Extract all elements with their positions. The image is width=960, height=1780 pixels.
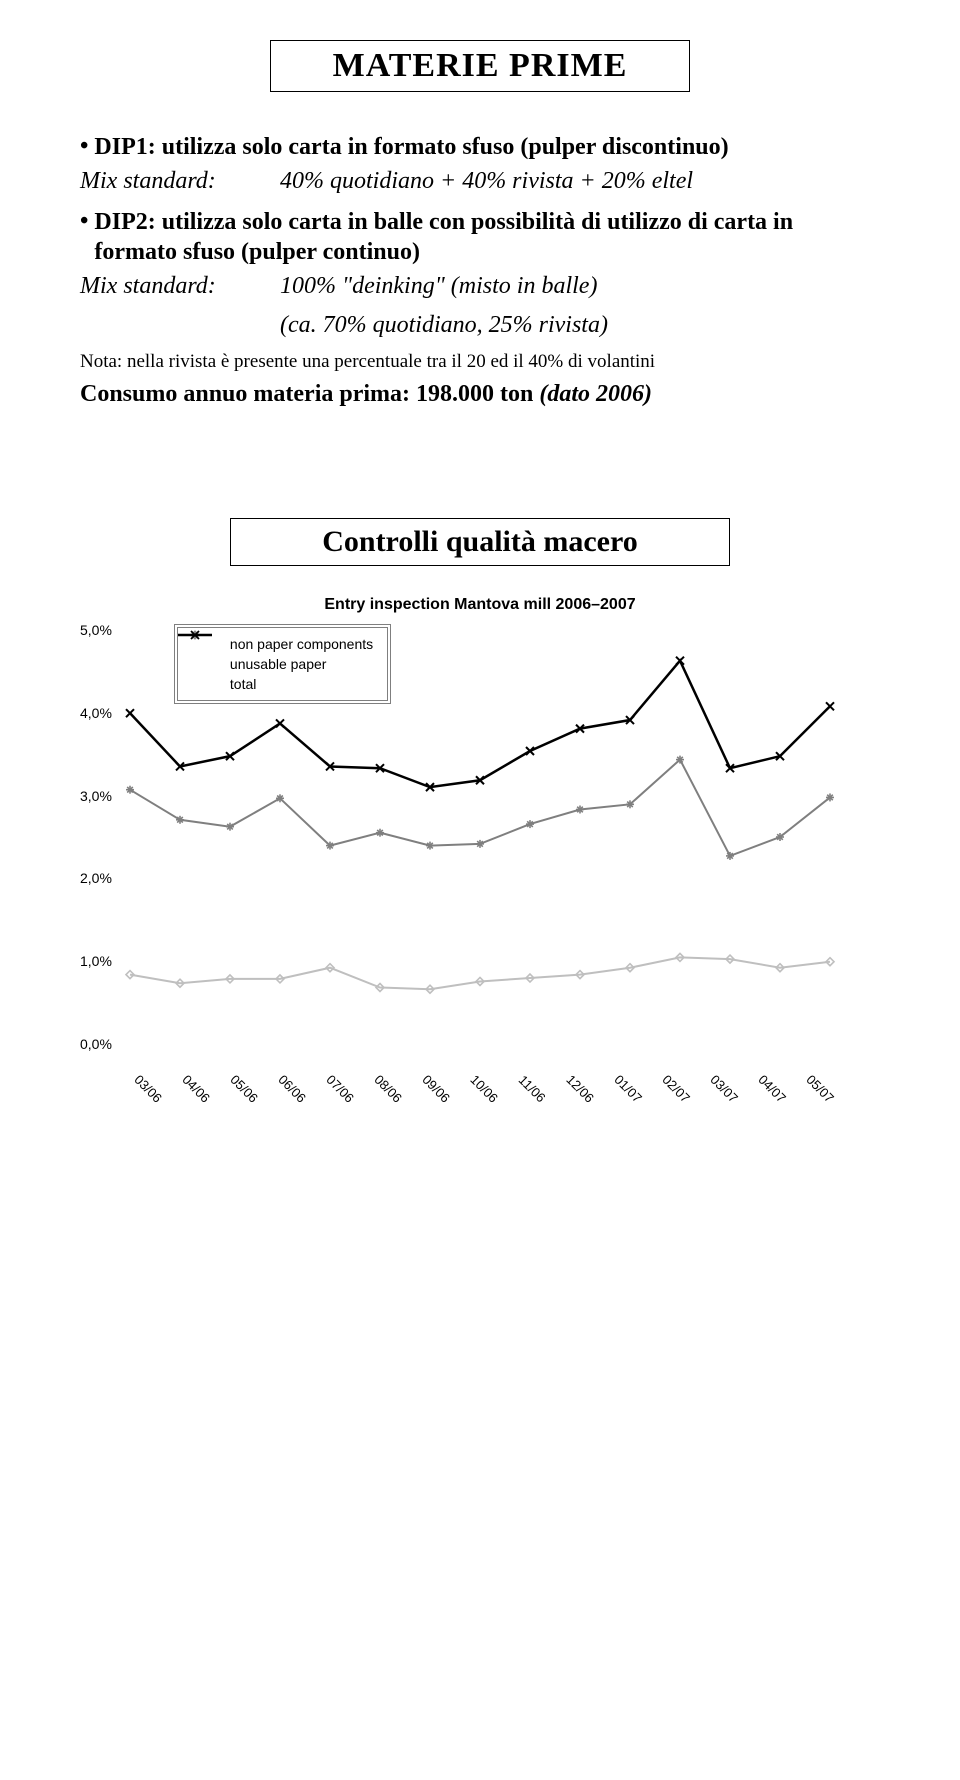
chart-legend: non paper components unusable paper tota… <box>174 624 391 704</box>
subtitle: Controlli qualità macero <box>249 525 711 559</box>
x-tick-label: 08/06 <box>366 1066 411 1111</box>
mix2-sub: (ca. 70% quotidiano, 25% rivista) <box>280 312 880 339</box>
x-tick-label: 04/06 <box>174 1066 219 1111</box>
nota: Nota: nella rivista è presente una perce… <box>80 351 880 373</box>
legend-item-total: total <box>188 674 373 694</box>
x-tick-label: 09/06 <box>414 1066 459 1111</box>
page-title-box: MATERIE PRIME <box>270 40 690 92</box>
mix-standard-1: Mix standard: 40% quotidiano + 40% rivis… <box>80 168 880 195</box>
mix-standard-2: Mix standard: 100% "deinking" (misto in … <box>80 273 880 300</box>
consumo-prefix: Consumo annuo materia prima: 198.000 ton <box>80 381 533 407</box>
y-tick-label: 5,0% <box>80 622 112 638</box>
x-tick-label: 06/06 <box>270 1066 315 1111</box>
bullet1-label: DIP1: <box>94 134 155 160</box>
bullet-text: DIP1: utilizza solo carta in formato sfu… <box>94 132 728 162</box>
mix2-value: 100% "deinking" (misto in balle) <box>280 273 597 300</box>
x-tick-label: 10/06 <box>462 1066 507 1111</box>
bullet-text: DIP2: utilizza solo carta in balle con p… <box>94 207 880 267</box>
y-tick-label: 1,0% <box>80 953 112 969</box>
subtitle-box: Controlli qualità macero <box>230 518 730 566</box>
x-tick-label: 07/06 <box>318 1066 363 1111</box>
x-tick-label: 02/07 <box>654 1066 699 1111</box>
y-tick-label: 0,0% <box>80 1036 112 1052</box>
y-tick-label: 2,0% <box>80 870 112 886</box>
bullet-dot: • <box>80 132 88 160</box>
chart-y-axis: 5,0% 4,0% 3,0% 2,0% 1,0% 0,0% <box>80 622 120 1052</box>
bullet-dip2: • DIP2: utilizza solo carta in balle con… <box>80 207 880 267</box>
consumo: Consumo annuo materia prima: 198.000 ton… <box>80 381 880 408</box>
mix1-value: 40% quotidiano + 40% rivista + 20% eltel <box>280 168 693 195</box>
x-tick-label: 03/07 <box>702 1066 747 1111</box>
mix1-label: Mix standard: <box>80 168 280 195</box>
x-tick-label: 05/07 <box>798 1066 843 1111</box>
mix2-label: Mix standard: <box>80 273 280 300</box>
x-tick-label: 12/06 <box>558 1066 603 1111</box>
x-tick-label: 05/06 <box>222 1066 267 1111</box>
chart-title: Entry inspection Mantova mill 2006–2007 <box>80 596 880 614</box>
bullet-dip1: • DIP1: utilizza solo carta in formato s… <box>80 132 880 162</box>
chart-x-axis: 03/0604/0605/0606/0607/0608/0609/0610/06… <box>128 1058 848 1073</box>
consumo-ital: (dato 2006) <box>533 381 652 407</box>
x-tick-label: 01/07 <box>606 1066 651 1111</box>
x-tick-label: 11/06 <box>510 1066 555 1111</box>
page-title: MATERIE PRIME <box>289 47 671 85</box>
quality-chart: Entry inspection Mantova mill 2006–2007 … <box>80 596 880 1108</box>
bullet1-text: utilizza solo carta in formato sfuso (pu… <box>162 134 729 160</box>
bullet-dot: • <box>80 207 88 235</box>
bullet2-label: DIP2: <box>94 209 155 235</box>
x-tick-label: 04/07 <box>750 1066 795 1111</box>
y-tick-label: 4,0% <box>80 705 112 721</box>
x-tick-label: 03/06 <box>126 1066 171 1111</box>
chart-plot-area: non paper components unusable paper tota… <box>120 622 840 1052</box>
y-tick-label: 3,0% <box>80 788 112 804</box>
bullet2-text: utilizza solo carta in balle con possibi… <box>94 209 793 265</box>
